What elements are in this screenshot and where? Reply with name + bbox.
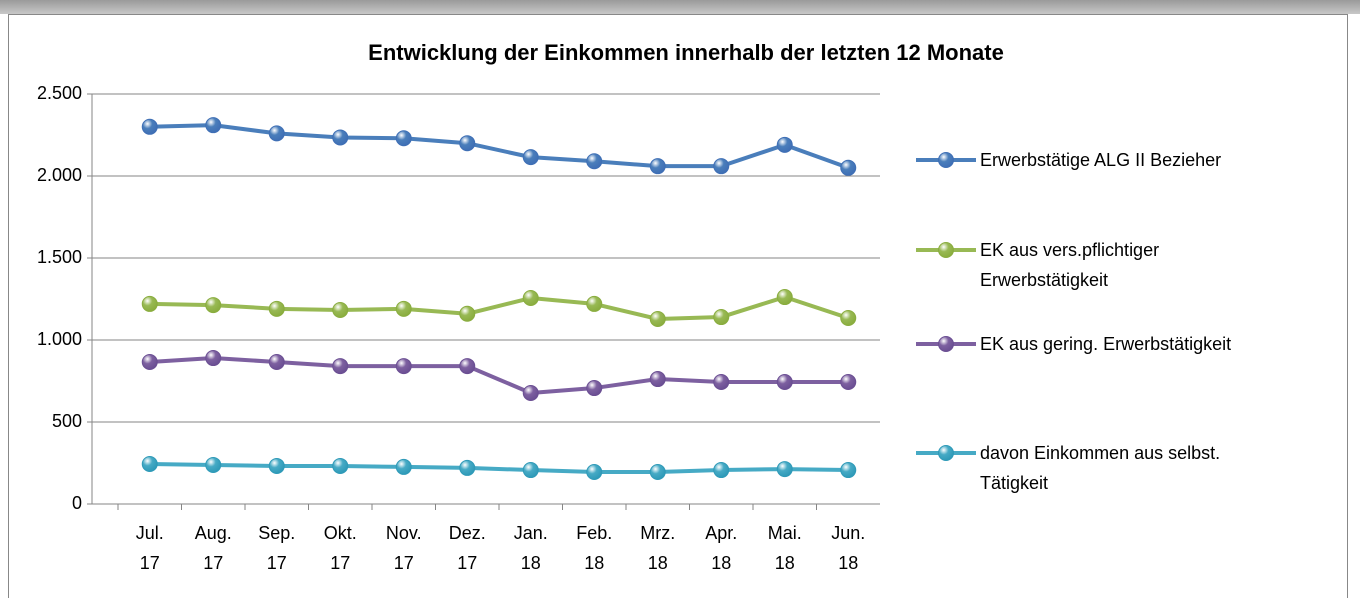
chart-title: Entwicklung der Einkommen innerhalb der … bbox=[368, 40, 1004, 65]
y-tick-label: 0 bbox=[72, 493, 82, 513]
legend-marker bbox=[916, 152, 976, 168]
legend-marker bbox=[916, 336, 976, 352]
data-point bbox=[776, 461, 793, 478]
data-point bbox=[268, 353, 285, 370]
x-tick-label: Nov. 17 bbox=[386, 523, 422, 573]
data-point bbox=[141, 455, 158, 472]
x-tick-label: Feb. 18 bbox=[576, 523, 612, 573]
legend-dot bbox=[938, 242, 954, 258]
x-tick-label: Jun. 18 bbox=[831, 523, 865, 573]
data-point bbox=[776, 373, 793, 390]
data-point bbox=[586, 464, 603, 481]
data-point bbox=[332, 358, 349, 375]
data-point bbox=[268, 457, 285, 474]
data-point bbox=[459, 358, 476, 375]
y-tick-label: 1.000 bbox=[37, 329, 82, 349]
data-point bbox=[268, 125, 285, 142]
x-tick-label: Jan. 18 bbox=[514, 523, 548, 573]
y-tick-label: 2.500 bbox=[37, 83, 82, 103]
data-point bbox=[141, 295, 158, 312]
data-point bbox=[776, 136, 793, 153]
data-point bbox=[713, 462, 730, 479]
data-point bbox=[586, 295, 603, 312]
legend-entry: EK aus vers.pflichtiger Erwerbstätigkeit bbox=[916, 235, 1285, 295]
data-point bbox=[205, 350, 222, 367]
data-point bbox=[395, 358, 412, 375]
data-point bbox=[395, 130, 412, 147]
data-point bbox=[268, 300, 285, 317]
x-tick-label: Mrz. 18 bbox=[640, 523, 675, 573]
legend-entry: Erwerbstätige ALG II Bezieher bbox=[916, 145, 1285, 175]
x-tick-label: Aug. 17 bbox=[195, 523, 232, 573]
data-point bbox=[522, 149, 539, 166]
x-tick-label: Apr. 18 bbox=[705, 523, 737, 573]
data-point bbox=[649, 311, 666, 328]
data-point bbox=[459, 135, 476, 152]
data-point bbox=[205, 297, 222, 314]
data-point bbox=[649, 158, 666, 175]
legend-label: EK aus vers.pflichtiger Erwerbstätigkeit bbox=[980, 240, 1160, 290]
y-tick-label: 500 bbox=[52, 411, 82, 431]
series-line bbox=[149, 461, 849, 475]
data-point bbox=[205, 117, 222, 134]
data-point bbox=[586, 153, 603, 170]
data-point bbox=[840, 310, 857, 327]
data-point bbox=[586, 380, 603, 397]
data-point bbox=[141, 353, 158, 370]
data-point bbox=[713, 309, 730, 326]
legend-marker bbox=[916, 242, 976, 258]
legend-dot bbox=[938, 445, 954, 461]
data-point bbox=[205, 456, 222, 473]
legend-dot bbox=[938, 336, 954, 352]
legend-label: davon Einkommen aus selbst. Tätigkeit bbox=[980, 443, 1221, 493]
data-point bbox=[713, 158, 730, 175]
x-tick-label: Sep. 17 bbox=[258, 523, 295, 573]
legend: Erwerbstätige ALG II Bezieher EK aus vers… bbox=[916, 0, 1336, 598]
data-point bbox=[522, 290, 539, 307]
data-point bbox=[332, 457, 349, 474]
data-point bbox=[395, 458, 412, 475]
data-point bbox=[459, 459, 476, 476]
series-line bbox=[149, 295, 849, 322]
data-point bbox=[332, 301, 349, 318]
y-tick-label: 1.500 bbox=[37, 247, 82, 267]
data-point bbox=[840, 462, 857, 479]
legend-label: EK aus gering. Erwerbstätigkeit bbox=[980, 334, 1232, 354]
series-line bbox=[149, 123, 849, 170]
legend-entry: davon Einkommen aus selbst. Tätigkeit bbox=[916, 438, 1285, 498]
data-point bbox=[649, 371, 666, 388]
data-point bbox=[776, 289, 793, 306]
data-point bbox=[395, 300, 412, 317]
legend-marker bbox=[916, 445, 976, 461]
data-point bbox=[522, 462, 539, 479]
x-tick-label: Okt. 17 bbox=[324, 523, 357, 573]
data-point bbox=[713, 373, 730, 390]
data-point bbox=[332, 129, 349, 146]
data-point bbox=[840, 373, 857, 390]
legend-label: Erwerbstätige ALG II Bezieher bbox=[980, 150, 1222, 170]
data-point bbox=[522, 384, 539, 401]
x-tick-label: Mai. 18 bbox=[768, 523, 802, 573]
legend-dot bbox=[938, 152, 954, 168]
x-tick-label: Dez. 17 bbox=[449, 523, 486, 573]
legend-entry: EK aus gering. Erwerbstätigkeit bbox=[916, 329, 1285, 359]
y-tick-label: 2.000 bbox=[37, 165, 82, 185]
data-point bbox=[459, 305, 476, 322]
data-point bbox=[141, 118, 158, 135]
data-point bbox=[649, 464, 666, 481]
series-line bbox=[149, 356, 849, 395]
data-point bbox=[840, 159, 857, 176]
x-tick-label: Jul. 17 bbox=[136, 523, 164, 573]
